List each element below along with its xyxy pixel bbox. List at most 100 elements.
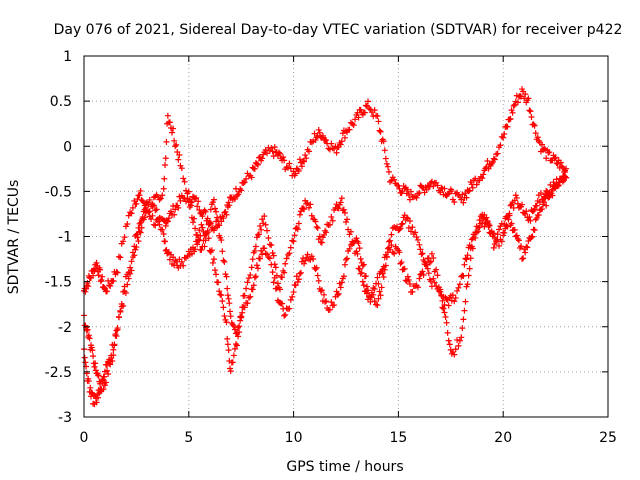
data-point — [356, 245, 363, 252]
data-point — [374, 113, 381, 120]
x-tick-label: 10 — [285, 430, 303, 446]
data-point — [497, 142, 504, 149]
data-point — [318, 239, 325, 246]
data-point — [494, 231, 501, 238]
data-point — [328, 213, 335, 220]
data-point — [189, 219, 196, 226]
data-point — [416, 275, 423, 282]
data-point — [105, 371, 112, 378]
data-point — [157, 195, 164, 202]
data-point — [139, 213, 146, 220]
data-point — [264, 227, 271, 234]
data-point — [459, 325, 466, 332]
data-point — [308, 139, 315, 146]
data-point — [420, 271, 427, 278]
data-point — [301, 158, 308, 165]
data-point — [268, 144, 275, 151]
data-point — [480, 171, 487, 178]
data-point — [387, 178, 394, 185]
data-point — [552, 154, 559, 161]
data-point — [236, 329, 243, 336]
data-point — [120, 288, 127, 295]
data-point — [244, 300, 251, 307]
data-point — [441, 309, 448, 316]
data-point — [245, 275, 252, 282]
data-point — [555, 182, 562, 189]
data-point — [535, 212, 542, 219]
data-point — [113, 333, 120, 340]
data-point — [341, 134, 348, 141]
data-point — [437, 189, 444, 196]
data-point — [528, 114, 535, 121]
data-point — [375, 295, 382, 302]
data-point — [427, 258, 434, 265]
data-point — [438, 291, 445, 298]
data-point — [430, 183, 437, 190]
data-point — [451, 298, 458, 305]
data-point — [251, 247, 258, 254]
data-point — [526, 213, 533, 220]
data-point — [466, 265, 473, 272]
data-point — [424, 265, 431, 272]
data-point — [476, 224, 483, 231]
data-point — [227, 313, 234, 320]
data-point — [560, 177, 567, 184]
data-point — [350, 239, 357, 246]
data-point — [224, 341, 231, 348]
data-point — [238, 314, 245, 321]
data-point — [333, 201, 340, 208]
data-point — [96, 390, 103, 397]
data-point — [83, 327, 90, 334]
data-point — [512, 192, 519, 199]
data-point — [173, 258, 180, 265]
data-point — [460, 273, 467, 280]
data-point — [258, 226, 265, 233]
data-point — [221, 258, 228, 265]
data-point — [194, 241, 201, 248]
data-point — [507, 202, 514, 209]
data-point — [430, 254, 437, 261]
y-tick-label: 0.5 — [50, 94, 72, 110]
data-point — [313, 223, 320, 230]
data-point — [295, 167, 302, 174]
data-point — [328, 140, 335, 147]
data-point — [533, 202, 540, 209]
data-point — [488, 228, 495, 235]
data-point — [451, 351, 458, 358]
x-tick-label: 20 — [494, 430, 512, 446]
data-point — [181, 178, 188, 185]
data-point — [85, 283, 92, 290]
data-point — [138, 217, 145, 224]
data-point — [508, 107, 515, 114]
data-point — [239, 304, 246, 311]
data-point — [108, 352, 115, 359]
data-point — [352, 116, 359, 123]
data-point — [462, 190, 469, 197]
data-point — [359, 278, 366, 285]
data-point — [236, 323, 243, 330]
data-point — [199, 213, 206, 220]
data-point — [162, 155, 169, 162]
data-point — [404, 186, 411, 193]
data-point — [534, 134, 541, 141]
data-point — [115, 313, 122, 320]
data-point — [187, 202, 194, 209]
data-point — [315, 277, 322, 284]
data-point — [93, 259, 100, 266]
data-point — [418, 251, 425, 258]
data-point — [360, 282, 367, 289]
data-point — [375, 280, 382, 287]
data-point — [340, 273, 347, 280]
data-point — [207, 206, 214, 213]
data-point — [195, 236, 202, 243]
data-point — [341, 209, 348, 216]
data-point — [250, 282, 257, 289]
data-point — [262, 221, 269, 228]
data-point — [357, 106, 364, 113]
data-point — [202, 208, 209, 215]
data-point — [496, 226, 503, 233]
data-point — [294, 279, 301, 286]
data-point — [491, 156, 498, 163]
data-point — [82, 359, 89, 366]
data-point — [280, 154, 287, 161]
